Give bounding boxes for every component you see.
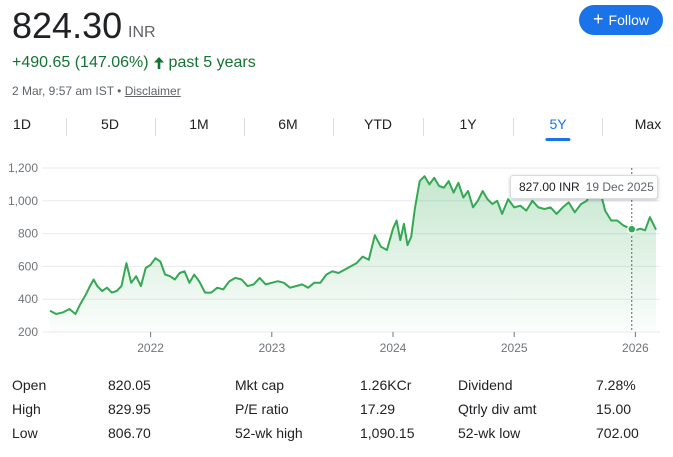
tab-label: 1D xyxy=(13,116,31,132)
x-tick-label: 2023 xyxy=(258,341,285,355)
follow-button[interactable]: + Follow xyxy=(579,5,663,35)
tooltip-value: 827.00 INR xyxy=(519,180,580,194)
active-tab-indicator xyxy=(545,138,570,141)
stock-price: 824.30 xyxy=(12,4,122,48)
tab-label: YTD xyxy=(364,116,392,132)
tab-5y[interactable]: 5Y xyxy=(549,116,566,132)
stat-value: 1,090.15 xyxy=(360,425,415,441)
tab-divider xyxy=(333,118,334,136)
tab-divider xyxy=(155,118,156,136)
stat-label: High xyxy=(12,401,41,417)
change-value: +490.65 (147.06%) xyxy=(12,54,149,72)
y-tick-label: 600 xyxy=(18,259,38,273)
chart-tooltip: 827.00 INR 19 Dec 2025 xyxy=(510,175,658,199)
stat-label: 52-wk low xyxy=(458,425,520,441)
tab-6m[interactable]: 6M xyxy=(278,116,297,132)
stat-value: 1.26KCr xyxy=(360,377,411,393)
stat-label: Open xyxy=(12,377,46,393)
stat-label: Low xyxy=(12,425,38,441)
stat-value: 17.29 xyxy=(360,401,395,417)
tab-label: 5Y xyxy=(549,116,566,132)
follow-label: Follow xyxy=(609,12,649,28)
y-tick-label: 800 xyxy=(18,227,38,241)
x-tick-label: 2025 xyxy=(501,341,528,355)
tooltip-date: 19 Dec 2025 xyxy=(586,180,654,194)
change-period: past 5 years xyxy=(169,54,256,72)
stat-label: P/E ratio xyxy=(235,401,289,417)
plus-icon: + xyxy=(593,10,604,28)
stat-value: 15.00 xyxy=(596,401,631,417)
disclaimer-link[interactable]: Disclaimer xyxy=(125,84,181,98)
tab-5d[interactable]: 5D xyxy=(101,116,119,132)
tab-divider xyxy=(513,118,514,136)
stat-value: 806.70 xyxy=(108,425,151,441)
x-tick-label: 2026 xyxy=(622,341,649,355)
tab-divider xyxy=(244,118,245,136)
tab-divider xyxy=(602,118,603,136)
range-tabs: 1D 5D 1M 6M YTD 1Y 5Y Max xyxy=(0,116,673,140)
tab-label: 1M xyxy=(189,116,208,132)
x-tick-label: 2022 xyxy=(137,341,164,355)
stat-value: 702.00 xyxy=(596,425,639,441)
timestamp: 2 Mar, 9:57 am IST xyxy=(12,84,114,98)
tab-1y[interactable]: 1Y xyxy=(459,116,476,132)
x-tick-label: 2024 xyxy=(380,341,407,355)
tab-ytd[interactable]: YTD xyxy=(364,116,392,132)
stat-label: Dividend xyxy=(458,377,512,393)
tab-label: 1Y xyxy=(459,116,476,132)
separator: • xyxy=(117,84,121,98)
currency-label: INR xyxy=(128,24,156,42)
tab-label: 6M xyxy=(278,116,297,132)
stat-value: 820.05 xyxy=(108,377,151,393)
tab-label: Max xyxy=(635,116,661,132)
tab-divider xyxy=(423,118,424,136)
tab-label: 5D xyxy=(101,116,119,132)
stat-label: 52-wk high xyxy=(235,425,303,441)
tab-max[interactable]: Max xyxy=(635,116,661,132)
stat-label: Mkt cap xyxy=(235,377,284,393)
stat-label: Qtrly div amt xyxy=(458,401,537,417)
hover-point xyxy=(628,225,636,233)
y-tick-label: 400 xyxy=(18,292,38,306)
tab-1m[interactable]: 1M xyxy=(189,116,208,132)
stat-value: 829.95 xyxy=(108,401,151,417)
y-tick-label: 1,200 xyxy=(8,161,38,175)
tab-divider xyxy=(66,118,67,136)
y-tick-label: 200 xyxy=(18,325,38,339)
stat-value: 7.28% xyxy=(596,377,636,393)
price-change: +490.65 (147.06%) past 5 years xyxy=(12,54,256,72)
tab-1d[interactable]: 1D xyxy=(13,116,31,132)
arrow-up-icon xyxy=(153,56,165,70)
timestamp-line: 2 Mar, 9:57 am IST • Disclaimer xyxy=(12,84,181,98)
price-area xyxy=(50,176,656,332)
y-tick-label: 1,000 xyxy=(8,194,38,208)
